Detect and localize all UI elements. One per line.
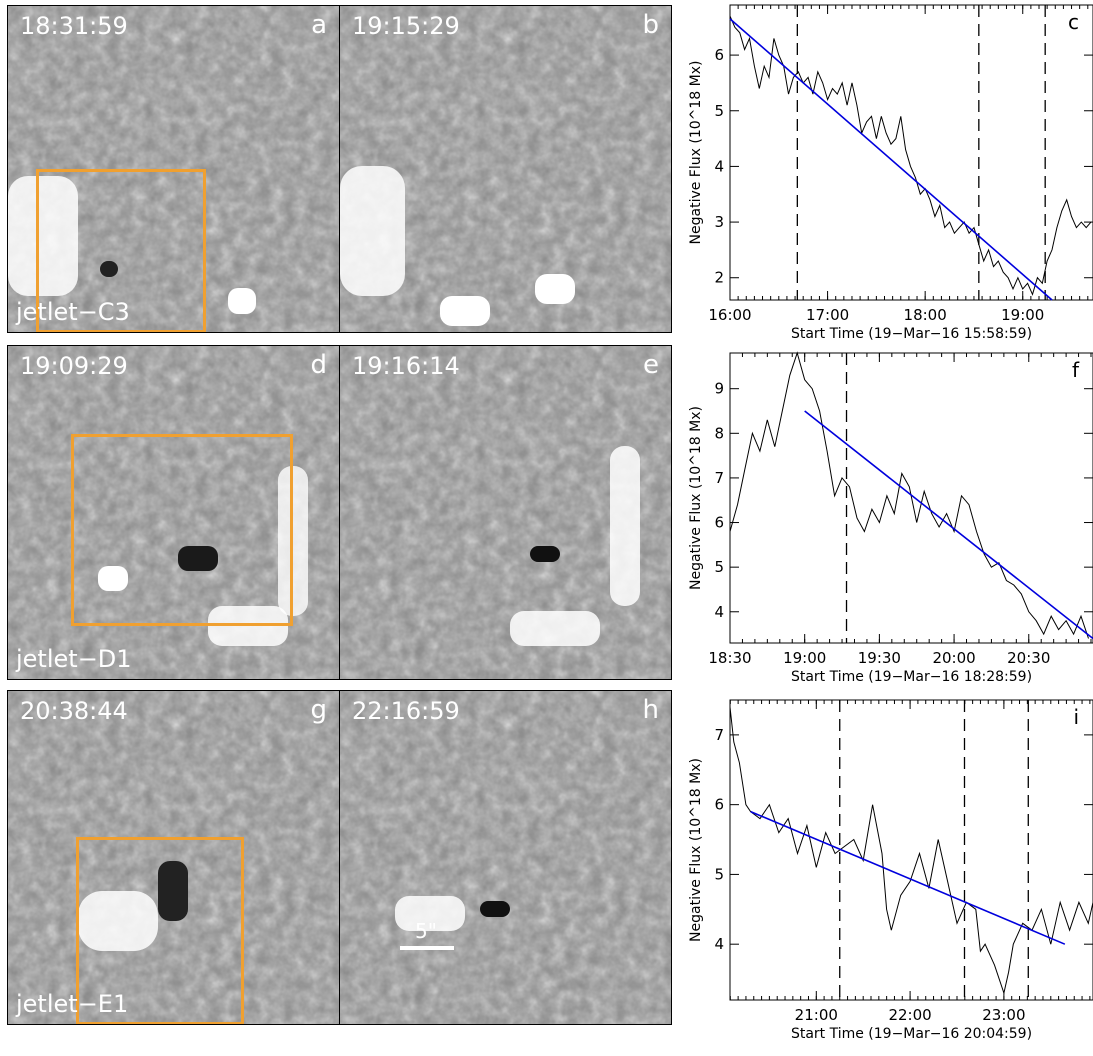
y-tick-label: 4 <box>714 157 724 175</box>
scale-bar-label: 5" <box>415 919 437 943</box>
region-box <box>76 837 244 1024</box>
plot-frame <box>729 699 1093 1001</box>
x-tick-label: 20:00 <box>932 649 975 667</box>
bright-patch <box>98 566 128 591</box>
y-tick-label: 6 <box>714 46 724 64</box>
jetlet-label: jetlet−C3 <box>16 298 130 326</box>
flux-plot-svg: 16:00 17:00 18:00 19:00 2 3 4 5 6 c Start Time (19… <box>688 4 1093 342</box>
fit-line <box>729 18 1053 301</box>
dark-patch <box>158 861 188 921</box>
bright-patch <box>535 274 575 304</box>
y-tick-label: 7 <box>714 469 724 487</box>
fit-line <box>804 410 1093 640</box>
x-tick-label: 19:00 <box>1001 306 1044 324</box>
x-axis-label: Start Time (19−Mar−16 18:28:59) <box>791 669 1032 685</box>
x-tick-label: 16:00 <box>708 306 751 324</box>
panel-letter: d <box>310 350 327 380</box>
y-axis-label: Negative Flux (10^18 Mx) <box>688 758 704 942</box>
image-panel-d: 19:09:29 d jetlet−D1 <box>7 345 340 680</box>
plot-frame <box>729 352 1093 644</box>
flux-curve <box>729 706 1093 995</box>
bright-patch <box>208 606 288 646</box>
x-tick-label: 17:00 <box>806 306 849 324</box>
y-tick-label: 9 <box>714 380 724 398</box>
y-axis-label: Negative Flux (10^18 Mx) <box>688 406 704 590</box>
flux-plot-svg: 21:00 22:00 23:00 4 5 6 7 i Start Time (19−Mar−1… <box>688 699 1093 1042</box>
panel-time: 19:09:29 <box>20 352 128 380</box>
flux-plot-i: 21:00 22:00 23:00 4 5 6 7 i Start Time (19−Mar−1… <box>680 690 1093 1052</box>
y-tick-label: 8 <box>714 424 724 442</box>
bright-patch <box>8 176 78 296</box>
flux-plot-f: 18:30 19:00 19:30 20:00 20:30 4 5 6 7 8 9 f Start Ti… <box>680 345 1093 695</box>
panel-letter: c <box>1068 10 1079 34</box>
y-tick-label: 4 <box>714 935 724 953</box>
dark-patch <box>530 546 560 562</box>
bright-patch <box>78 891 158 951</box>
y-tick-label: 7 <box>714 726 724 744</box>
y-tick-label: 2 <box>714 269 724 287</box>
panel-letter: e <box>643 350 659 380</box>
image-panel-b: 19:15:29 b <box>339 5 672 333</box>
image-panel-e: 19:16:14 e <box>339 345 672 680</box>
x-tick-label: 20:30 <box>1007 649 1050 667</box>
flux-plot-svg: 18:30 19:00 19:30 20:00 20:30 4 5 6 7 8 9 f Start Ti… <box>688 351 1093 685</box>
panel-letter: b <box>642 10 659 40</box>
panel-time: 22:16:59 <box>352 697 460 725</box>
panel-time: 20:38:44 <box>20 697 128 725</box>
plot-frame <box>729 4 1093 301</box>
y-tick-label: 5 <box>714 558 724 576</box>
y-tick-label: 4 <box>714 603 724 621</box>
bright-patch <box>510 611 600 646</box>
x-tick-label: 21:00 <box>795 1006 838 1024</box>
y-tick-label: 3 <box>714 213 724 231</box>
y-tick-label: 5 <box>714 865 724 883</box>
panel-letter: h <box>642 695 659 725</box>
image-panel-h: 22:16:59 h 5" <box>339 690 672 1025</box>
magnetogram-image <box>340 691 671 1024</box>
region-box <box>71 434 293 626</box>
scale-bar <box>400 946 454 950</box>
panel-letter: f <box>1072 358 1080 382</box>
panel-letter: i <box>1073 705 1079 729</box>
panel-letter: a <box>311 10 327 40</box>
x-axis-label: Start Time (19−Mar−16 20:04:59) <box>791 1026 1032 1042</box>
panel-letter: g <box>310 695 327 725</box>
flux-curve <box>729 15 1092 296</box>
bright-patch <box>610 446 640 606</box>
bright-patch <box>340 166 405 296</box>
x-tick-label: 22:00 <box>888 1006 931 1024</box>
y-axis-label: Negative Flux (10^18 Mx) <box>688 61 704 245</box>
x-tick-label: 19:00 <box>783 649 826 667</box>
flux-plot-c: 16:00 17:00 18:00 19:00 2 3 4 5 6 c Start Time (19… <box>680 0 1093 352</box>
y-tick-label: 6 <box>714 796 724 814</box>
bright-patch <box>228 288 256 314</box>
x-tick-label: 18:30 <box>708 649 751 667</box>
flux-curve <box>729 351 1089 639</box>
bright-patch <box>395 896 465 931</box>
x-tick-label: 23:00 <box>982 1006 1025 1024</box>
y-tick-label: 6 <box>714 514 724 532</box>
image-panel-g: 20:38:44 g jetlet−E1 <box>7 690 340 1025</box>
x-axis-label: Start Time (19−Mar−16 15:58:59) <box>791 326 1032 342</box>
fit-line <box>750 810 1066 945</box>
region-box <box>36 169 206 332</box>
jetlet-label: jetlet−E1 <box>16 990 129 1018</box>
dark-patch <box>178 546 218 571</box>
panel-time: 19:16:14 <box>352 352 460 380</box>
x-tick-label: 19:30 <box>858 649 901 667</box>
panel-time: 19:15:29 <box>352 12 460 40</box>
image-panel-a: 18:31:59 a jetlet−C3 <box>7 5 340 333</box>
bright-patch <box>440 296 490 326</box>
x-tick-label: 18:00 <box>904 306 947 324</box>
panel-time: 18:31:59 <box>20 12 128 40</box>
jetlet-label: jetlet−D1 <box>16 645 132 673</box>
bright-patch <box>278 466 308 616</box>
dark-patch <box>100 261 118 277</box>
y-tick-label: 5 <box>714 102 724 120</box>
dark-patch <box>480 901 510 917</box>
